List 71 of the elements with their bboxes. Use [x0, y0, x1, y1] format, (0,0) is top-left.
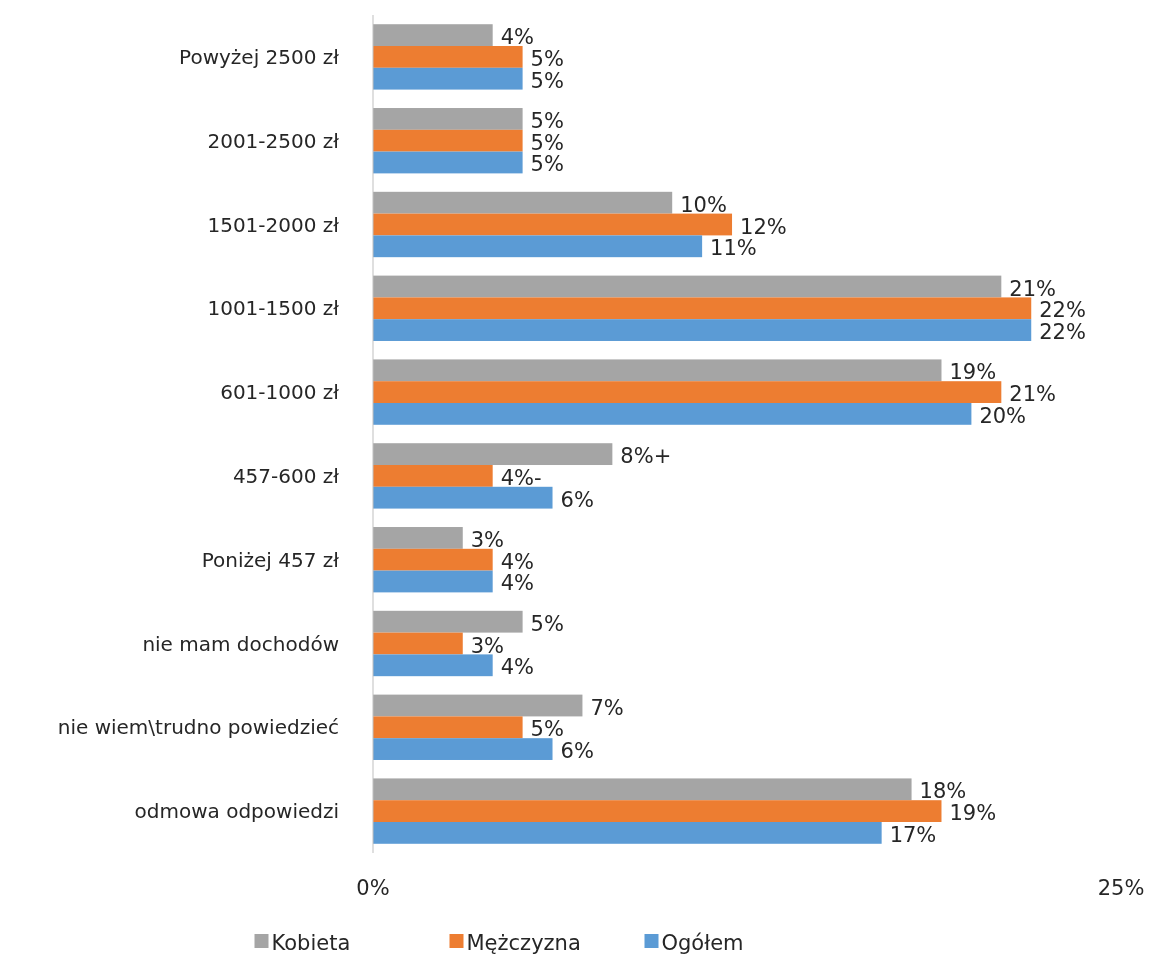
data-label: 3%: [470, 633, 505, 658]
data-label: 10%: [680, 192, 727, 217]
bar: [373, 67, 523, 90]
bar: [373, 548, 493, 571]
data-label: 22%: [1039, 298, 1086, 323]
y-tick-label: 1501-2000 zł: [207, 212, 340, 237]
bar: [373, 694, 583, 717]
data-label: 5%: [530, 152, 564, 177]
x-tick-label: 0%: [356, 876, 390, 900]
bar: [373, 800, 942, 822]
data-label: 11%: [710, 236, 757, 261]
y-tick-label: odmowa odpowiedzi: [134, 799, 339, 824]
bar: [373, 402, 972, 425]
data-label: 5%: [530, 611, 564, 636]
bar: [373, 297, 1032, 320]
data-label: 5%: [530, 68, 564, 93]
bar: [373, 527, 463, 549]
bar: [373, 381, 1002, 403]
y-tick-label: 2001-2500 zł: [207, 128, 340, 153]
bar: [373, 821, 882, 844]
bar: [373, 151, 523, 174]
legend-label: Kobieta: [271, 931, 351, 955]
y-tick-label: 1001-1500 zł: [207, 296, 340, 321]
y-tick-label: Powyżej 2500 zł: [179, 44, 340, 69]
bar: [373, 24, 493, 47]
data-label: 22%: [1039, 320, 1086, 345]
data-label: 5%: [530, 130, 564, 155]
bar: [373, 46, 523, 68]
bar: [373, 465, 493, 487]
bar: [373, 129, 523, 152]
data-label: 5%: [530, 717, 564, 742]
data-label: 4%: [500, 571, 535, 596]
data-label: 6%: [560, 739, 594, 764]
legend-label: Ogółem: [661, 931, 744, 955]
x-tick-label: 25%: [1097, 876, 1145, 900]
bar: [373, 716, 523, 739]
data-label: 19%: [949, 360, 997, 385]
data-label: 18%: [919, 779, 967, 804]
data-label: 17%: [889, 822, 937, 847]
bar: [373, 213, 733, 236]
bar: [373, 275, 1002, 298]
bar: [373, 486, 553, 509]
data-label: 4%-: [500, 465, 542, 490]
bar: [373, 359, 942, 382]
bar: [373, 319, 1032, 341]
bar: [373, 570, 493, 593]
data-label: 6%: [560, 487, 594, 512]
legend-label: Mężczyzna: [466, 931, 581, 955]
data-label: 4%: [500, 655, 535, 680]
bar: [373, 738, 553, 760]
bar: [373, 191, 673, 214]
bar: [373, 778, 912, 801]
bar: [373, 610, 523, 633]
data-label: 12%: [740, 214, 787, 239]
data-label: 8%+: [620, 444, 672, 469]
data-label: 5%: [530, 108, 564, 133]
data-label: 3%: [470, 527, 505, 552]
y-tick-label: 457-600 zł: [232, 463, 340, 488]
bar: [373, 108, 523, 130]
y-tick-label: Poniżej 457 zł: [201, 547, 340, 572]
data-label: 19%: [949, 801, 997, 826]
bar: [373, 632, 463, 655]
bar: [373, 654, 493, 677]
y-tick-label: nie mam dochodów: [142, 631, 339, 656]
bar: [373, 443, 613, 466]
y-tick-label: 601-1000 zł: [220, 380, 340, 405]
y-tick-label: nie wiem\trudno powiedzieć: [57, 715, 339, 740]
data-label: 4%: [500, 549, 535, 574]
data-label: 7%: [590, 695, 624, 720]
data-label: 21%: [1009, 276, 1057, 301]
bar: [373, 235, 703, 258]
